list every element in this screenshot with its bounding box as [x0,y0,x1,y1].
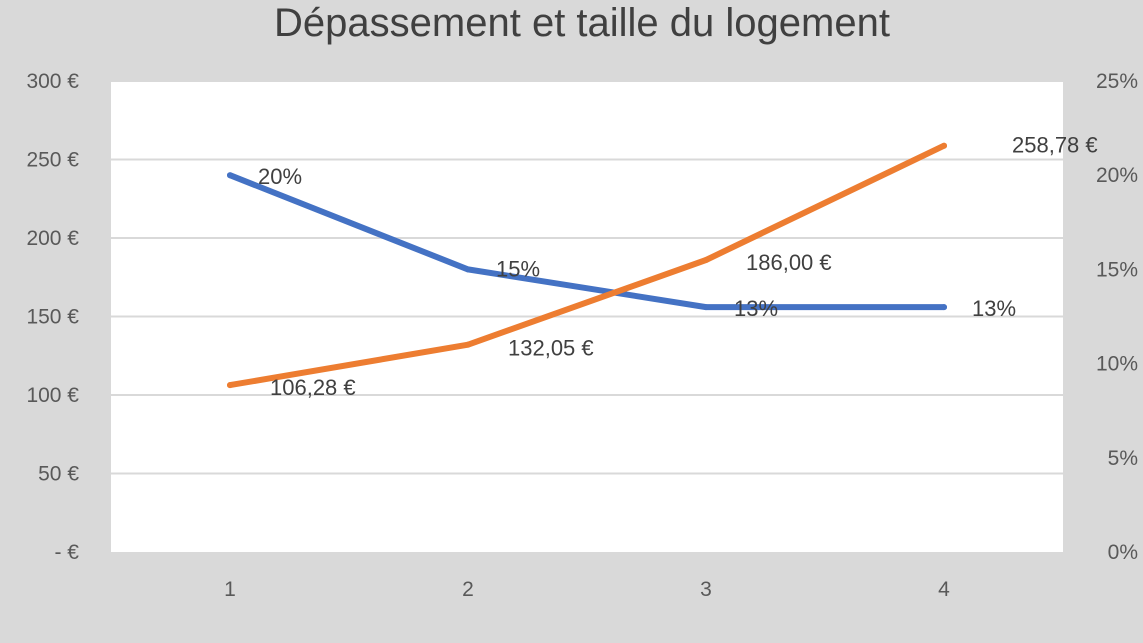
data-point [703,256,709,263]
y-right-tick-label: 25% [1096,70,1138,93]
data-point [465,341,471,348]
data-label: 106,28 € [270,375,356,400]
x-tick-label: 2 [462,578,474,601]
data-label: 13% [972,296,1016,321]
y-left-tick-label: 100 € [26,384,79,407]
x-tick-label: 4 [938,578,950,601]
y-right-tick-label: 15% [1096,258,1138,281]
y-left-tick-label: 50 € [38,463,79,486]
data-point [465,266,471,273]
data-label: 13% [734,296,778,321]
data-label: 20% [258,164,302,189]
y-left-tick-label: 250 € [26,149,79,172]
gridlines [111,80,1063,475]
y-left-tick-label: 200 € [26,227,79,250]
data-label: 15% [496,256,540,281]
data-point [227,382,233,389]
y-right-tick-label: 20% [1096,164,1138,187]
data-label: 132,05 € [508,336,594,361]
data-label: 186,00 € [746,250,832,275]
y-right-tick-label: 5% [1108,447,1138,470]
series-line-percent [227,172,947,311]
chart-title: Dépassement et taille du logement [274,1,890,45]
data-label: 258,78 € [1012,133,1098,158]
y-left-tick-label: 300 € [26,70,79,93]
x-axis: 1 2 3 4 [224,578,950,601]
y-axis-left: - € 50 € 100 € 150 € 200 € 250 € 300 € [26,70,79,564]
y-axis-right: 0% 5% 10% 15% 20% 25% [1096,70,1138,564]
data-point [941,304,947,311]
series-line-amount [227,142,947,389]
series [227,142,947,389]
y-left-tick-label: 150 € [26,306,79,329]
data-point [941,142,947,149]
data-labels: 20% 15% 13% 13% 106,28 € 132,05 € 186,00 € 258,… [258,133,1098,400]
data-point [227,172,233,179]
y-right-tick-label: 10% [1096,353,1138,376]
y-right-tick-label: 0% [1108,541,1138,564]
data-point [703,304,709,311]
y-left-tick-label: - € [54,541,79,564]
x-tick-label: 3 [700,578,712,601]
x-tick-label: 1 [224,578,236,601]
